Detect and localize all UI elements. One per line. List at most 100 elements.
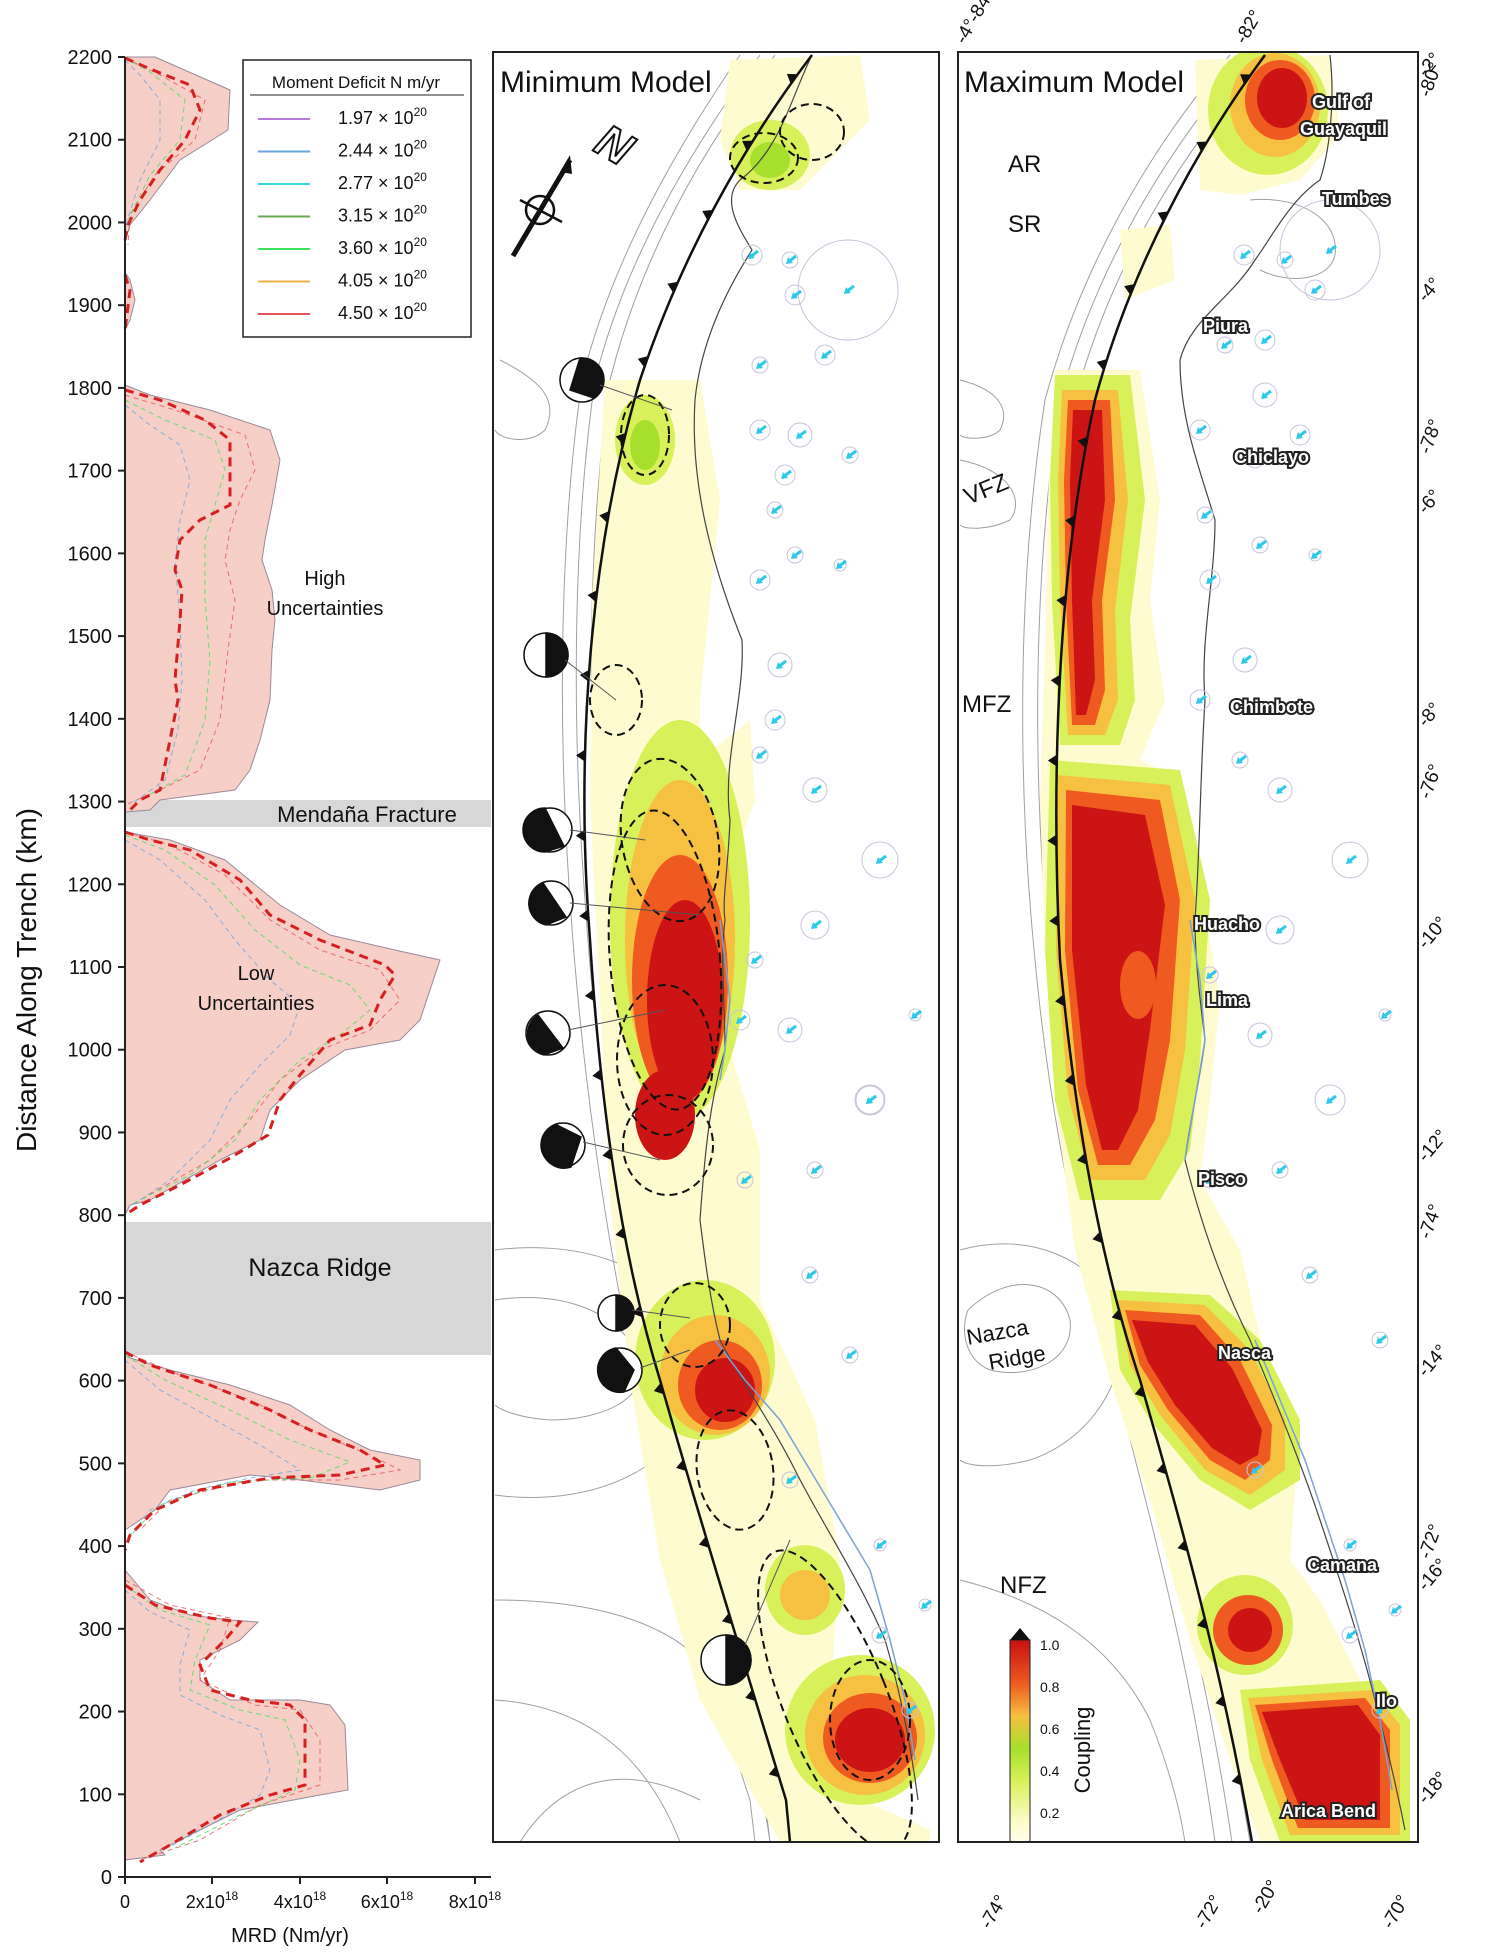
y-tick-label: 1700: [68, 461, 113, 483]
gps-arrowhead: [1256, 542, 1263, 549]
gps-ellipse: [1252, 382, 1278, 408]
lon-label-top: -82°: [1231, 7, 1267, 48]
gps-ellipse: [861, 841, 899, 879]
gps-ellipse: [1232, 647, 1258, 673]
gps-ellipse: [774, 464, 796, 486]
trench-tooth: [1047, 834, 1057, 847]
gps-ellipse: [801, 1266, 819, 1284]
gps-ellipse: [1371, 1331, 1389, 1349]
trench-tooth: [587, 590, 598, 603]
gps-arrowhead: [806, 1272, 813, 1279]
gps-arrowhead: [1251, 1467, 1258, 1474]
focal-mechanisms: [522, 357, 752, 1686]
gps-ellipse: [841, 446, 859, 464]
gps-ellipse: [806, 1161, 824, 1179]
trench-tooth: [676, 1459, 687, 1472]
median-line: [123, 56, 397, 1864]
gps-arrowhead: [846, 452, 853, 459]
gps-arrowhead: [756, 362, 763, 369]
trench-tooth: [602, 1148, 613, 1161]
y-tick-label: 1300: [68, 792, 113, 814]
gps-arrowhead: [1261, 392, 1268, 399]
x-tick-label: 2x1018: [186, 1889, 239, 1912]
nazca-band: [125, 1222, 491, 1355]
y-tick-label: 2000: [68, 212, 113, 234]
gps-arrowhead: [836, 562, 843, 569]
gps-ellipse: [1301, 1266, 1319, 1284]
gps-arrowhead: [1261, 337, 1268, 344]
y-tick-label: 900: [79, 1122, 112, 1144]
trench-tooth: [632, 1305, 643, 1318]
gps-arrowhead: [906, 1707, 913, 1714]
gps-arrowhead: [1276, 1167, 1283, 1174]
gps-arrowhead: [866, 1097, 873, 1104]
gps-arrowhead: [1221, 342, 1228, 349]
gps-ellipse: [841, 1346, 859, 1364]
y-ticks: 0 100 200 300 400 500 600 700 800 900 1000 1100 1200…: [68, 47, 125, 1889]
feature-label: SR: [1008, 211, 1041, 238]
uncertainty-band: [124, 56, 441, 1861]
coastline-max: [1179, 54, 1406, 1831]
gps-arrowhead: [811, 1167, 818, 1174]
gps-ellipse: [749, 569, 771, 591]
high-uncertainty-label-1: High: [304, 568, 345, 590]
city-label: Piura: [1203, 316, 1249, 336]
gps-ellipse: [1267, 777, 1293, 803]
colorbar-label: Coupling: [1070, 1707, 1095, 1794]
x-tick-label: 0: [120, 1892, 130, 1912]
trench-tooth: [1240, 74, 1251, 85]
max-panel-title: Maximum Model: [964, 66, 1184, 99]
trench-tooth: [702, 209, 714, 221]
gps-arrowhead: [1251, 457, 1258, 464]
colorbar-tick-label: 1.0: [1040, 1637, 1060, 1653]
trench-tooth: [1215, 1695, 1226, 1708]
gps-ellipse: [1246, 1461, 1264, 1479]
gps-arrowhead: [1256, 1032, 1263, 1039]
gps-ellipse: [1265, 915, 1295, 945]
gps-arrowhead: [756, 577, 763, 584]
gps-ellipse: [1341, 1626, 1359, 1644]
gps-ellipse: [1304, 279, 1326, 301]
gps-arrowhead: [876, 857, 883, 864]
gps-arrowhead: [1381, 1012, 1388, 1019]
gps-ellipse: [777, 1017, 803, 1043]
trench-tooth: [745, 1689, 756, 1701]
gps-ellipse: [1251, 536, 1269, 554]
trench-tooth: [1065, 515, 1075, 528]
gps-ellipse: [873, 1538, 887, 1552]
trench-tooth: [584, 989, 595, 1002]
low-uncertainty-label-1: Low: [238, 963, 275, 985]
x-tick-label: 6x1018: [361, 1889, 414, 1912]
city-label: Tumbes: [1322, 189, 1390, 209]
gps-ellipse: [781, 1471, 799, 1489]
trench-tooth: [592, 1068, 602, 1081]
legend-entry-label: 3.15 × 1020: [338, 203, 427, 226]
gps-arrowhead: [791, 552, 798, 559]
gps-arrowhead: [1236, 757, 1243, 764]
trench-tooth: [1134, 1385, 1145, 1398]
feature-label: Ridge: [987, 1340, 1048, 1375]
gps-arrowhead: [756, 427, 763, 434]
lon-label-right: -76°: [1415, 762, 1447, 802]
trench-tooth: [1196, 141, 1208, 152]
y-tick-label: 1200: [68, 874, 113, 896]
lon-label-bottom: -70°: [1378, 1892, 1414, 1933]
gps-ellipse: [767, 652, 793, 678]
north-arrow: N: [510, 113, 643, 258]
gps-arrowhead: [1296, 432, 1303, 439]
trench-tooth: [1124, 283, 1135, 296]
gps-ellipse: [1189, 689, 1211, 711]
city-label: Pisco: [1198, 1169, 1246, 1189]
trench-tooth: [1111, 1309, 1122, 1321]
city-label: Chimbote: [1230, 697, 1313, 717]
legend-entry-label: 4.05 × 1020: [338, 268, 427, 291]
high-uncertainty-label-2: Uncertainties: [267, 598, 384, 620]
gps-ellipse: [729, 1009, 751, 1031]
trench-tooth: [1049, 914, 1059, 927]
city-label: Camana: [1307, 1555, 1378, 1575]
trench-tooth: [1092, 1231, 1103, 1244]
y-tick-label: 1900: [68, 295, 113, 317]
trench-tooth: [768, 1765, 780, 1778]
